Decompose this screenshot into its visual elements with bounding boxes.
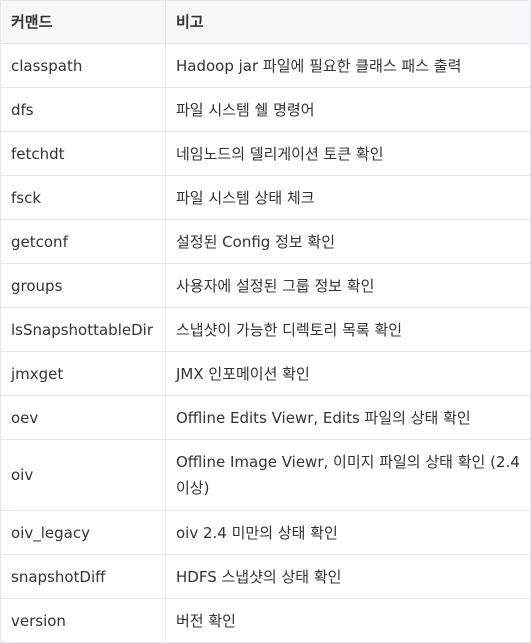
table-row: jmxget JMX 인포메이션 확인 (0, 351, 531, 396)
table-body: classpath Hadoop jar 파일에 필요한 클래스 패스 출력 d… (0, 43, 531, 643)
header-note: 비고 (165, 0, 531, 44)
note-cell: 파일 시스템 상태 체크 (165, 175, 531, 220)
header-command: 커맨드 (0, 0, 166, 44)
command-cell: getconf (0, 219, 166, 264)
command-cell: groups (0, 263, 166, 308)
note-cell: 설정된 Config 정보 확인 (165, 219, 531, 264)
note-cell: Hadoop jar 파일에 필요한 클래스 패스 출력 (165, 43, 531, 88)
header-row: 커맨드 비고 (0, 0, 531, 44)
command-cell: jmxget (0, 351, 166, 396)
command-cell: dfs (0, 87, 166, 132)
command-cell: oev (0, 395, 166, 440)
note-cell: Offline Edits Viewr, Edits 파일의 상태 확인 (165, 395, 531, 440)
table-row: getconf 설정된 Config 정보 확인 (0, 219, 531, 264)
note-cell: Offline Image Viewr, 이미지 파일의 상태 확인 (2.4 … (165, 439, 531, 511)
table-row: oiv Offline Image Viewr, 이미지 파일의 상태 확인 (… (0, 439, 531, 511)
note-cell: HDFS 스냅샷의 상태 확인 (165, 554, 531, 599)
command-cell: fsck (0, 175, 166, 220)
table-row: groups 사용자에 설정된 그룹 정보 확인 (0, 263, 531, 308)
command-cell: oiv (0, 439, 166, 511)
table-row: lsSnapshottableDir 스냅샷이 가능한 디렉토리 목록 확인 (0, 307, 531, 352)
table-header: 커맨드 비고 (0, 0, 531, 44)
command-cell: lsSnapshottableDir (0, 307, 166, 352)
table-row: oev Offline Edits Viewr, Edits 파일의 상태 확인 (0, 395, 531, 440)
command-cell: fetchdt (0, 131, 166, 176)
note-cell: 스냅샷이 가능한 디렉토리 목록 확인 (165, 307, 531, 352)
note-cell: JMX 인포메이션 확인 (165, 351, 531, 396)
note-cell: oiv 2.4 미만의 상태 확인 (165, 510, 531, 555)
note-cell: 파일 시스템 쉘 명령어 (165, 87, 531, 132)
table-row: fetchdt 네임노드의 델리게이션 토큰 확인 (0, 131, 531, 176)
command-cell: oiv_legacy (0, 510, 166, 555)
table-row: dfs 파일 시스템 쉘 명령어 (0, 87, 531, 132)
command-cell: classpath (0, 43, 166, 88)
table-row: snapshotDiff HDFS 스냅샷의 상태 확인 (0, 554, 531, 599)
note-cell: 네임노드의 델리게이션 토큰 확인 (165, 131, 531, 176)
command-cell: snapshotDiff (0, 554, 166, 599)
table-row: classpath Hadoop jar 파일에 필요한 클래스 패스 출력 (0, 43, 531, 88)
table-row: fsck 파일 시스템 상태 체크 (0, 175, 531, 220)
table-row: oiv_legacy oiv 2.4 미만의 상태 확인 (0, 510, 531, 555)
note-cell: 사용자에 설정된 그룹 정보 확인 (165, 263, 531, 308)
